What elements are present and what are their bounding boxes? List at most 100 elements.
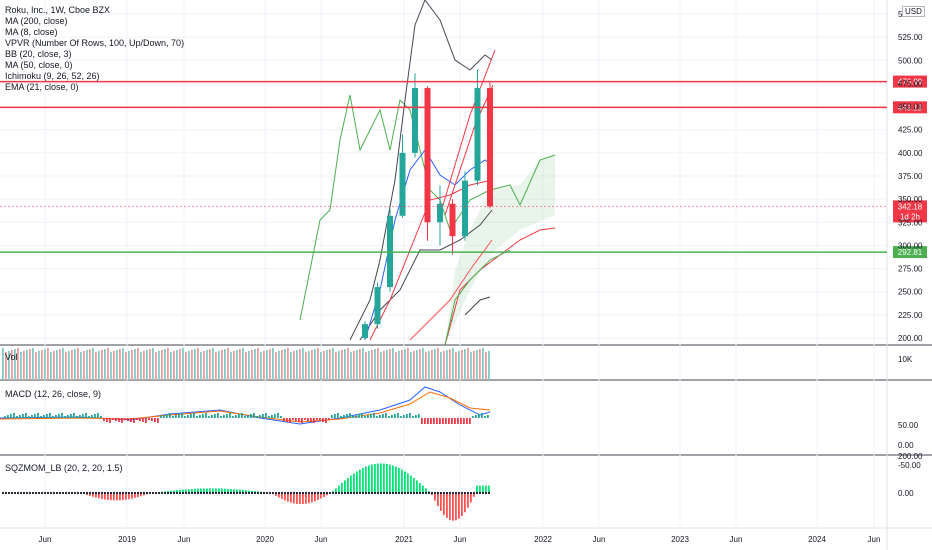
- sqz-dot: [373, 491, 377, 495]
- volume-bar: [455, 352, 457, 380]
- macd-histogram-bar: [205, 413, 207, 418]
- sqz-dot: [271, 491, 275, 495]
- sqz-dot: [10, 491, 14, 495]
- volume-bar: [44, 349, 46, 380]
- volume-bar: [155, 352, 157, 380]
- macd-histogram-bar: [463, 418, 465, 424]
- volume-bar: [398, 351, 400, 380]
- sqz-dot: [319, 491, 323, 495]
- trend-line-upper: [439, 49, 496, 216]
- sqz-dot: [340, 491, 344, 495]
- indicator-ichimoku[interactable]: Ichimoku (9, 26, 52, 26): [5, 71, 100, 81]
- sqz-bar: [449, 493, 451, 520]
- macd-histogram-bar: [442, 418, 444, 424]
- sqz-bar: [107, 493, 109, 500]
- macd-histogram-bar: [412, 416, 414, 418]
- chart-title[interactable]: Roku, Inc., 1W, Cboe BZX: [5, 5, 111, 15]
- indicator-ma8[interactable]: MA (8, close): [5, 27, 58, 37]
- sqz-dot: [259, 491, 263, 495]
- sqz-dot: [145, 491, 149, 495]
- sqz-dot: [232, 491, 236, 495]
- volume-bar: [473, 351, 475, 380]
- sqz-bar: [416, 480, 418, 493]
- sqz-bar: [176, 490, 178, 493]
- volume-bar: [26, 350, 28, 380]
- macd-histogram-bar: [151, 418, 153, 421]
- currency-label[interactable]: USD: [902, 6, 925, 17]
- sqz-bar: [242, 489, 244, 493]
- sqz-bar: [221, 488, 223, 493]
- sqz-dot: [31, 491, 35, 495]
- volume-bar: [428, 351, 430, 380]
- sqz-bar: [245, 490, 247, 493]
- macd-histogram-bar: [127, 418, 129, 421]
- macd-histogram-bar: [481, 413, 483, 418]
- macd-histogram-bar: [382, 414, 384, 418]
- sqz-bar: [224, 488, 226, 493]
- volume-bar: [347, 348, 349, 380]
- sqz-dot: [484, 491, 488, 495]
- macd-histogram-bar: [163, 415, 165, 418]
- macd-histogram-bar: [106, 418, 108, 422]
- volume-bar: [215, 352, 217, 380]
- macd-histogram-bar: [187, 415, 189, 418]
- sqz-dot: [325, 491, 329, 495]
- sqz-bar: [353, 473, 355, 493]
- volume-bar: [122, 348, 124, 380]
- sqz-bar: [287, 493, 289, 502]
- indicator-ema21[interactable]: EMA (21, close, 0): [5, 82, 79, 92]
- volume-bar: [350, 352, 352, 380]
- volume-bar: [458, 351, 460, 380]
- sqz-bar: [473, 493, 475, 497]
- sqz-bar: [140, 493, 142, 497]
- macd-histogram-bar: [13, 413, 15, 418]
- price-level-label: 292.81: [898, 248, 923, 257]
- indicator-ma50[interactable]: MA (50, close, 0): [5, 60, 73, 70]
- volume-bar: [218, 351, 220, 380]
- sqz-bar: [404, 471, 406, 493]
- sqz-dot: [445, 491, 449, 495]
- sqz-bar: [446, 493, 448, 518]
- sqz-dot: [400, 491, 404, 495]
- sqz-dot: [163, 491, 167, 495]
- sqz-dot: [139, 491, 143, 495]
- macd-histogram-bar: [295, 418, 297, 421]
- volume-bar: [95, 352, 97, 380]
- price-tick-label: 275.00: [898, 265, 923, 274]
- sqz-bar: [389, 464, 391, 493]
- sqz-dot: [217, 491, 221, 495]
- volume-bar: [284, 349, 286, 380]
- macd-histogram-bar: [415, 415, 417, 418]
- macd-histogram-bar: [394, 414, 396, 418]
- macd-histogram-bar: [115, 418, 117, 421]
- sqz-dot: [322, 491, 326, 495]
- sqz-bar: [422, 485, 424, 493]
- sqz-dot: [241, 491, 245, 495]
- volume-bar: [368, 351, 370, 380]
- sqz-bar: [347, 477, 349, 493]
- macd-histogram-bar: [223, 415, 225, 418]
- indicator-ma200[interactable]: MA (200, close): [5, 16, 68, 26]
- volume-bar: [365, 352, 367, 380]
- kumo-fill: [445, 155, 555, 345]
- volume-bar: [110, 352, 112, 380]
- macd-histogram-bar: [112, 418, 114, 420]
- volume-bar: [230, 352, 232, 380]
- macd-histogram-bar: [478, 414, 480, 418]
- volume-bar: [338, 351, 340, 380]
- sqz-bar: [194, 488, 196, 493]
- volume-pane-label[interactable]: Vol: [5, 352, 18, 362]
- sqz-bar: [464, 493, 466, 513]
- sqz-pane-label[interactable]: SQZMOM_LB (20, 2, 20, 1.5): [5, 463, 123, 473]
- macd-pane-label[interactable]: MACD (12, 26, close, 9): [5, 389, 102, 399]
- sqz-dot: [82, 491, 86, 495]
- macd-histogram-bar: [250, 414, 252, 418]
- indicator-bb[interactable]: BB (20, close, 3): [5, 49, 72, 59]
- macd-histogram-bar: [43, 415, 45, 418]
- sqz-dot: [274, 491, 278, 495]
- macd-histogram-bar: [193, 413, 195, 418]
- candle-body: [362, 324, 368, 338]
- macd-histogram-bar: [196, 416, 198, 418]
- indicator-vpvr[interactable]: VPVR (Number Of Rows, 100, Up/Down, 70): [5, 38, 185, 48]
